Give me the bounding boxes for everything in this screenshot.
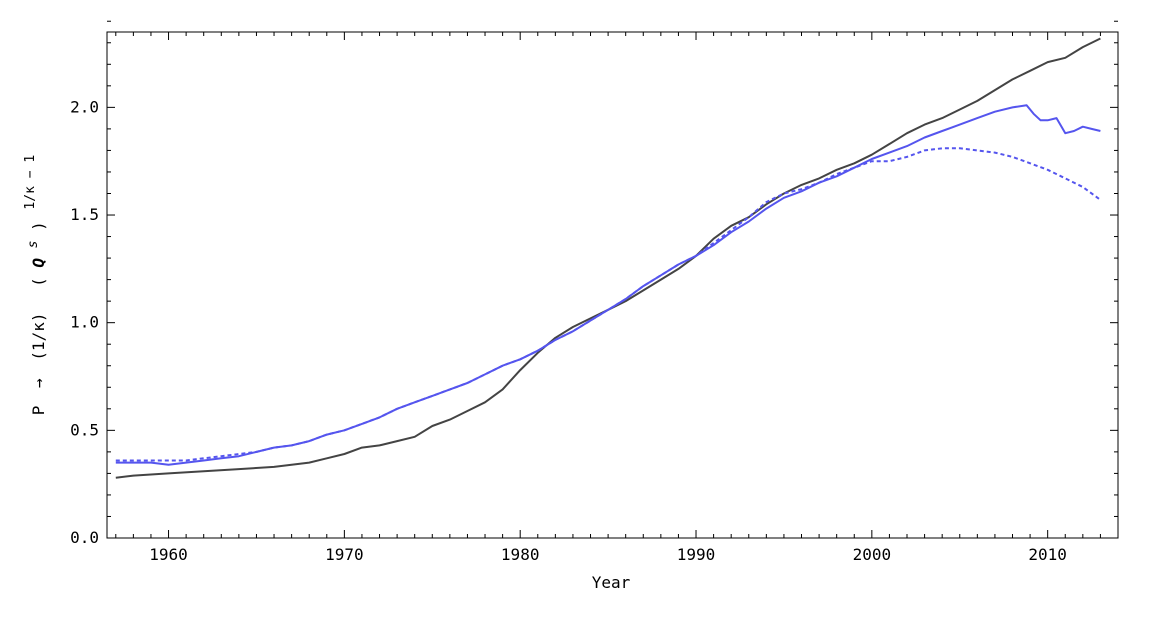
svg-text:P → (1/κ): P → (1/κ) ( Q s ) 1/κ − 1 <box>22 155 48 415</box>
x-tick-labels: 1960 1970 1980 1990 2000 2010 <box>149 545 1067 564</box>
y-title-q-open: ( <box>29 277 48 287</box>
y-tick-labels: 0.0 0.5 1.0 1.5 2.0 <box>70 97 99 547</box>
x-tick-label: 2000 <box>853 545 892 564</box>
series-line-blue-solid <box>115 104 1101 466</box>
x-tick-label: 2010 <box>1028 545 1067 564</box>
y-title-inv-kappa: (1/κ) <box>29 313 48 361</box>
series-layer <box>115 37 1101 479</box>
y-axis-title: P → (1/κ) ( Q s ) 1/κ − 1 <box>22 155 48 415</box>
series-line-blue-dashed <box>115 147 1101 462</box>
x-tick-label: 1970 <box>325 545 364 564</box>
x-tick-label: 1960 <box>149 545 188 564</box>
y-title-p: P <box>29 406 48 416</box>
x-tick-label: 1990 <box>677 545 716 564</box>
y-tick-label: 0.0 <box>70 528 99 547</box>
y-tick-label: 2.0 <box>70 97 99 116</box>
y-title-q: Q <box>29 258 48 268</box>
major-ticks <box>107 32 1118 539</box>
y-tick-label: 0.5 <box>70 420 99 439</box>
y-tick-label: 1.5 <box>70 205 99 224</box>
x-axis-title: Year <box>592 573 631 592</box>
y-title-q-close: ) <box>29 221 48 231</box>
series-line-dark <box>115 37 1101 479</box>
minor-ticks <box>107 20 1119 538</box>
y-title-exponent: 1/κ − 1 <box>23 155 38 210</box>
y-title-arrow: → <box>29 378 48 388</box>
y-title-s: s <box>26 240 41 248</box>
plot-frame <box>106 31 1119 539</box>
x-tick-label: 1980 <box>501 545 540 564</box>
y-tick-label: 1.0 <box>70 313 99 332</box>
